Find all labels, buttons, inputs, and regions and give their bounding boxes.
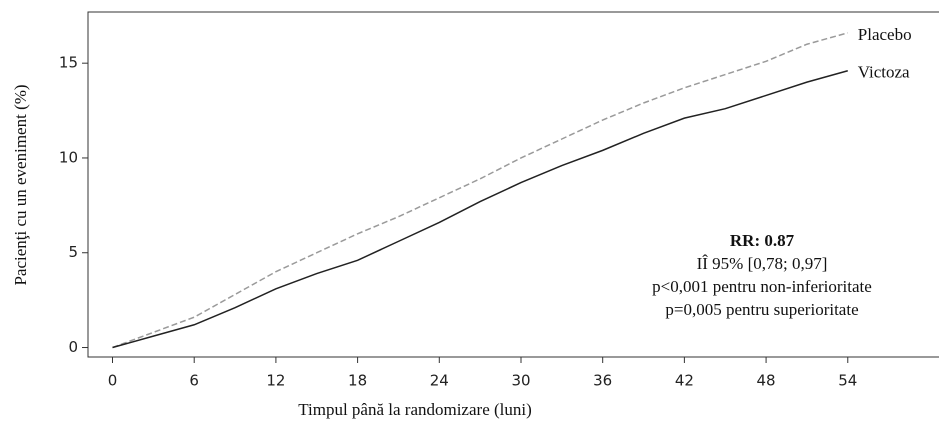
legend-label: Placebo [858, 25, 912, 44]
y-axis-label: Pacienţi cu un eveniment (%) [11, 84, 30, 285]
legend-label: Victoza [858, 63, 910, 82]
x-tick-label: 24 [430, 372, 449, 390]
annotation: p<0,001 pentru non-inferioritate [652, 277, 872, 296]
plot-frame [87, 11, 939, 358]
x-tick-label: 30 [511, 372, 530, 390]
series-line [112, 70, 848, 349]
series-line [112, 32, 848, 349]
x-tick-label: 54 [838, 372, 857, 390]
x-tick-label: 12 [266, 372, 285, 390]
x-tick-label: 42 [675, 372, 694, 390]
y-tick-label: 10 [59, 148, 78, 166]
annotation: IÎ 95% [0,78; 0,97] [697, 254, 828, 273]
x-tick-label: 6 [189, 372, 199, 390]
x-tick-label: 18 [348, 372, 367, 390]
annotation: p=0,005 pentru superioritate [665, 300, 858, 319]
x-axis-label: Timpul până la randomizare (luni) [298, 400, 532, 419]
y-tick-label: 5 [68, 243, 78, 261]
y-tick-label: 0 [68, 338, 78, 356]
x-tick-label: 48 [757, 372, 776, 390]
x-tick-label: 0 [108, 372, 118, 390]
annotation: RR: 0.87 [730, 231, 795, 250]
y-tick-label: 15 [59, 54, 78, 72]
x-tick-label: 36 [593, 372, 612, 390]
